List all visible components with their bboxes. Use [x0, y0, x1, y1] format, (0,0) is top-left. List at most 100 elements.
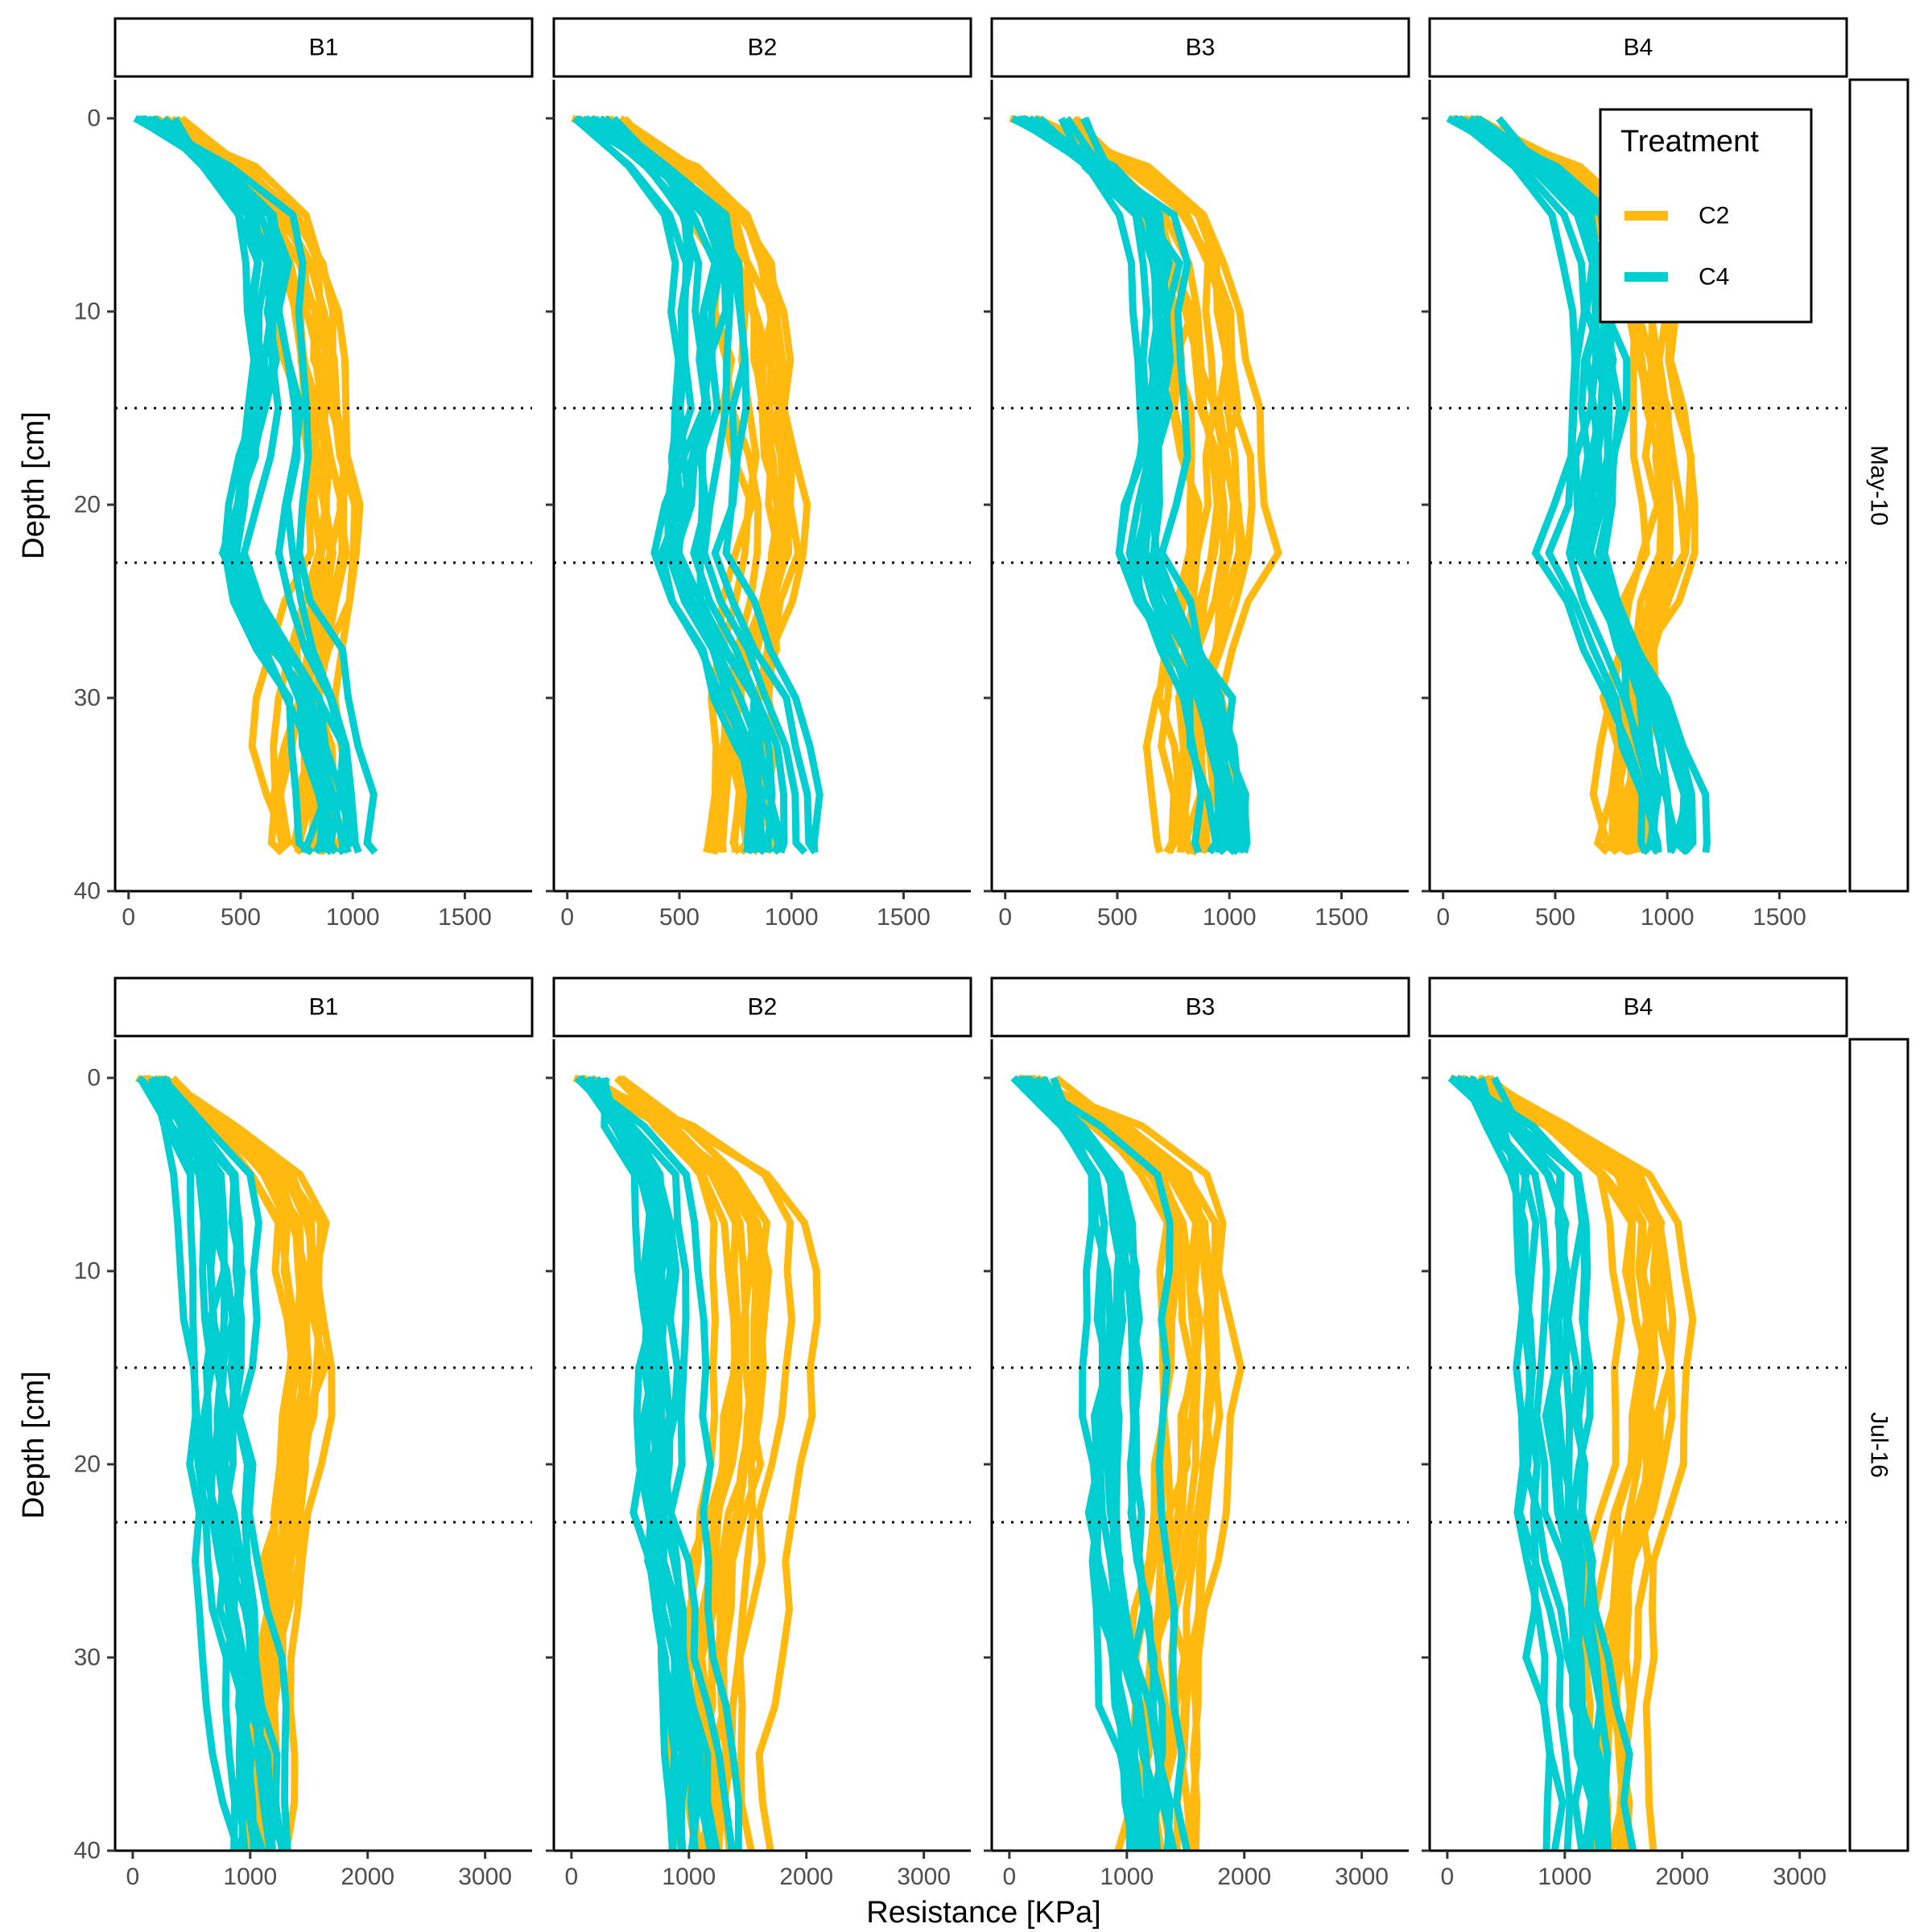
x-tick-label: 3000 [897, 1864, 951, 1890]
profile-c4-9 [148, 1076, 239, 1851]
panel-jul-16-b3: B3 0 1000 2000 3000 [984, 976, 1410, 1890]
series-lines [133, 114, 378, 856]
panel-jul-16-b2: B2 0 1000 2000 3000 [546, 976, 972, 1890]
profile-c4-5 [602, 115, 819, 855]
facet-strip-b4 [1428, 17, 1848, 78]
facet-strip-may-10 [1848, 78, 1909, 893]
panel-may-10-b3: B3 0 500 1000 1500 [984, 17, 1410, 931]
x-tick-label: 3000 [458, 1864, 512, 1890]
y-tick-label: 10 [74, 1258, 101, 1285]
series-lines [1010, 1074, 1245, 1851]
profile-c4-6 [574, 1075, 720, 1851]
panel-jul-16-b4: B4 0 1000 2000 3000 [1422, 976, 1848, 1890]
x-tick-label: 1500 [1752, 904, 1806, 931]
profile-c4-7 [1050, 1076, 1174, 1851]
facet-label-b2: B2 [748, 994, 778, 1021]
x-tick-label: 1500 [1315, 904, 1368, 931]
profile-c4-1 [162, 1077, 242, 1851]
facet-label-b4: B4 [1624, 35, 1653, 61]
profile-c4-1 [575, 1075, 714, 1851]
y-tick-label: 30 [74, 1645, 101, 1671]
profile-c2-12 [1017, 1074, 1245, 1851]
y-tick-label: 40 [74, 1838, 101, 1864]
x-tick-label: 500 [659, 904, 700, 931]
series-lines [1447, 1074, 1697, 1851]
y-tick-label: 20 [74, 1451, 101, 1478]
profile-c2-3 [1029, 1075, 1221, 1851]
series-lines [1009, 114, 1282, 856]
x-axis-title: Resistance [KPa] [866, 1896, 1100, 1930]
facet-strip-jul-16 [1848, 1038, 1909, 1852]
facet-strip-b4 [1428, 976, 1848, 1038]
x-tick-label: 1500 [877, 904, 931, 931]
x-tick-label: 2000 [1217, 1864, 1271, 1890]
facet-label-b1: B1 [309, 994, 339, 1021]
profile-c4-12 [137, 115, 355, 856]
y-tick-label: 0 [87, 1065, 101, 1092]
x-tick-label: 500 [221, 904, 261, 931]
profile-c4-11 [588, 1075, 694, 1851]
y-axis-title: Depth [cm] [17, 411, 51, 559]
facet-label-b3: B3 [1186, 35, 1216, 61]
profile-c4-8 [573, 115, 808, 856]
profile-c4-10 [159, 1075, 291, 1851]
x-tick-label: 0 [1003, 1864, 1017, 1890]
profile-c2-10 [1035, 1075, 1224, 1851]
profile-c4-7 [575, 115, 766, 854]
x-tick-label: 0 [126, 1864, 140, 1890]
facet-strip-b1 [114, 17, 534, 78]
x-tick-label: 1000 [765, 904, 819, 931]
series-lines [572, 1074, 821, 1851]
x-tick-label: 0 [998, 904, 1012, 931]
panel-jul-16-b1: B1 0 1000 2000 3000 0 10 20 30 40 [74, 976, 534, 1890]
facet-strip-b1 [114, 976, 534, 1038]
profile-c4-12 [136, 1075, 249, 1851]
profile-c4-7 [1451, 115, 1649, 854]
profile-c2-10 [1479, 1075, 1697, 1851]
profile-c4-10 [587, 115, 757, 855]
x-tick-label: 1000 [223, 1864, 277, 1890]
profile-c4-10 [1454, 1075, 1612, 1851]
x-tick-label: 1500 [438, 904, 492, 931]
x-tick-label: 1000 [326, 904, 380, 931]
profile-c4-12 [1496, 116, 1691, 855]
x-tick-label: 1000 [1538, 1864, 1591, 1890]
x-tick-label: 0 [1441, 1864, 1455, 1890]
profile-c4-10 [1453, 115, 1662, 853]
profile-c2-5 [590, 115, 783, 855]
y-tick-label: 0 [87, 105, 101, 132]
profile-c4-12 [577, 1075, 743, 1851]
panel-may-10-b2: B2 0 500 1000 1500 [546, 17, 972, 931]
profile-c4-12 [1038, 1075, 1162, 1851]
profile-c4-11 [1063, 116, 1223, 853]
y-tick-label: 10 [74, 299, 101, 325]
facet-label-b4: B4 [1624, 994, 1653, 1021]
profile-c4-10 [140, 115, 347, 855]
profile-c4-11 [1447, 1075, 1567, 1851]
y-axis-title: Depth [cm] [17, 1371, 51, 1519]
panel-may-10-b1: B1 0 500 1000 1500 0 10 20 30 40 [74, 17, 534, 931]
x-tick-label: 2000 [779, 1864, 833, 1890]
legend-title: Treatment [1620, 125, 1759, 159]
profile-c4-12 [1461, 1075, 1603, 1851]
facet-label-b2: B2 [748, 35, 778, 61]
x-tick-label: 2000 [341, 1864, 394, 1890]
legend: Treatment C2 C4 [1599, 108, 1813, 324]
x-tick-label: 0 [122, 904, 135, 931]
x-tick-label: 3000 [1773, 1864, 1827, 1890]
legend-label-c4: C4 [1699, 264, 1729, 291]
profile-c2-4 [162, 1075, 336, 1851]
series-lines [571, 114, 824, 856]
profile-c4-9 [140, 115, 332, 855]
x-tick-label: 2000 [1655, 1864, 1709, 1890]
x-tick-label: 500 [1097, 904, 1137, 931]
y-tick-label: 40 [74, 878, 101, 905]
profile-c4-4 [157, 1075, 286, 1851]
x-tick-label: 1000 [1203, 904, 1257, 931]
y-tick-label: 30 [74, 685, 101, 712]
x-tick-label: 3000 [1335, 1864, 1389, 1890]
y-tick-label: 20 [74, 492, 101, 518]
x-tick-label: 500 [1535, 904, 1575, 931]
